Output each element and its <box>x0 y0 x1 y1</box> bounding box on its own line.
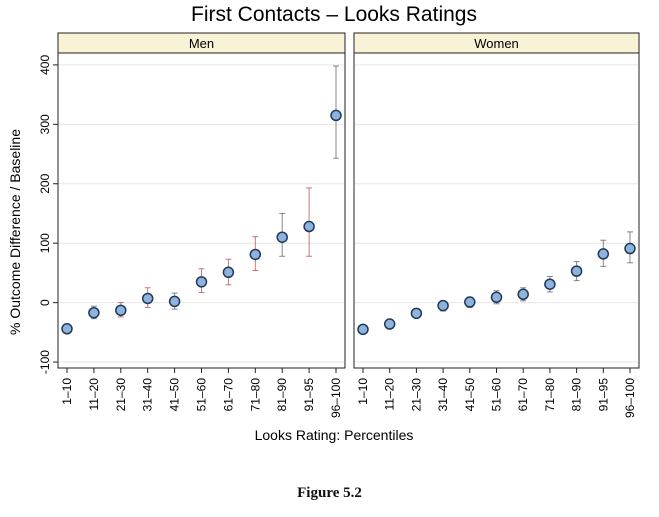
x-tick-label-1-0: 1–10 <box>356 378 370 405</box>
x-tick-label-0-4: 41–50 <box>168 378 182 412</box>
y-tick-label-2: 100 <box>38 233 52 253</box>
x-tick-label-1-8: 81–90 <box>570 378 584 412</box>
y-axis-label: % Outcome Difference / Baseline <box>7 129 23 335</box>
data-point-1-2 <box>410 307 423 320</box>
x-tick-label-1-7: 71–80 <box>543 378 557 412</box>
x-tick-label-1-9: 91–95 <box>596 378 610 412</box>
x-tick-label-0-0: 1–10 <box>60 378 74 405</box>
x-axis-label: Looks Rating: Percentiles <box>255 427 414 443</box>
x-tick-label-0-5: 51–60 <box>195 378 209 412</box>
chart: First Contacts – Looks Ratings % Outcome… <box>7 3 640 443</box>
panel-label-0: Men <box>189 36 214 51</box>
panels: Men -100 0 100 200 300 400 1–10 11–20 21–30 31–40 4… <box>38 32 640 418</box>
data-point-1-6 <box>517 288 529 301</box>
x-tick-label-1-6: 61–70 <box>516 378 530 412</box>
y-tick-label-5: 400 <box>38 55 52 75</box>
data-point-0-6 <box>222 266 235 279</box>
data-point-1-1 <box>383 318 396 330</box>
figure-caption: Figure 5.2 <box>297 485 362 501</box>
data-point-0-8 <box>276 231 288 243</box>
y-tick-label-0: -100 <box>38 350 52 374</box>
x-tick-label-1-3: 31–40 <box>436 378 450 412</box>
x-tick-label-0-2: 21–30 <box>114 378 128 412</box>
panel-plot-area-1 <box>353 52 640 369</box>
x-tick-label-1-10: 96–100 <box>623 378 637 418</box>
panel-plot-area-0 <box>57 52 346 369</box>
data-point-1-5 <box>490 291 503 304</box>
data-point-0-1 <box>88 306 100 319</box>
y-tick-label-3: 200 <box>38 173 52 193</box>
data-point-1-0 <box>357 323 369 336</box>
x-tick-label-1-1: 11–20 <box>383 378 397 411</box>
data-point-1-8 <box>570 265 583 277</box>
data-point-0-10 <box>330 109 342 122</box>
data-point-1-9 <box>597 248 610 260</box>
x-tick-label-0-3: 31–40 <box>141 378 155 412</box>
x-tick-label-1-5: 51–60 <box>490 378 504 412</box>
data-point-0-0 <box>61 323 73 335</box>
data-point-0-2 <box>115 304 127 317</box>
x-tick-label-0-9: 91–95 <box>302 378 316 412</box>
x-tick-label-0-1: 11–20 <box>87 378 101 411</box>
data-point-1-3 <box>437 299 449 312</box>
data-point-0-4 <box>168 295 181 308</box>
y-tick-label-4: 300 <box>38 114 52 134</box>
data-point-1-7 <box>544 278 556 290</box>
y-tick-label-1: 0 <box>38 299 52 306</box>
x-tick-label-0-8: 81–90 <box>275 378 289 412</box>
x-tick-label-0-6: 61–70 <box>221 378 235 412</box>
x-tick-label-0-7: 71–80 <box>248 378 262 412</box>
data-point-0-9 <box>303 220 315 233</box>
x-tick-label-1-2: 21–30 <box>409 378 423 412</box>
x-tick-label-0-10: 96–100 <box>329 378 343 418</box>
data-point-1-10 <box>624 242 636 255</box>
data-point-0-7 <box>249 248 262 261</box>
data-point-0-5 <box>195 276 208 288</box>
x-tick-label-1-4: 41–50 <box>463 378 477 412</box>
data-point-1-4 <box>464 296 476 308</box>
data-point-0-3 <box>141 292 154 305</box>
panel-label-1: Women <box>474 36 519 51</box>
chart-title: First Contacts – Looks Ratings <box>191 3 477 26</box>
